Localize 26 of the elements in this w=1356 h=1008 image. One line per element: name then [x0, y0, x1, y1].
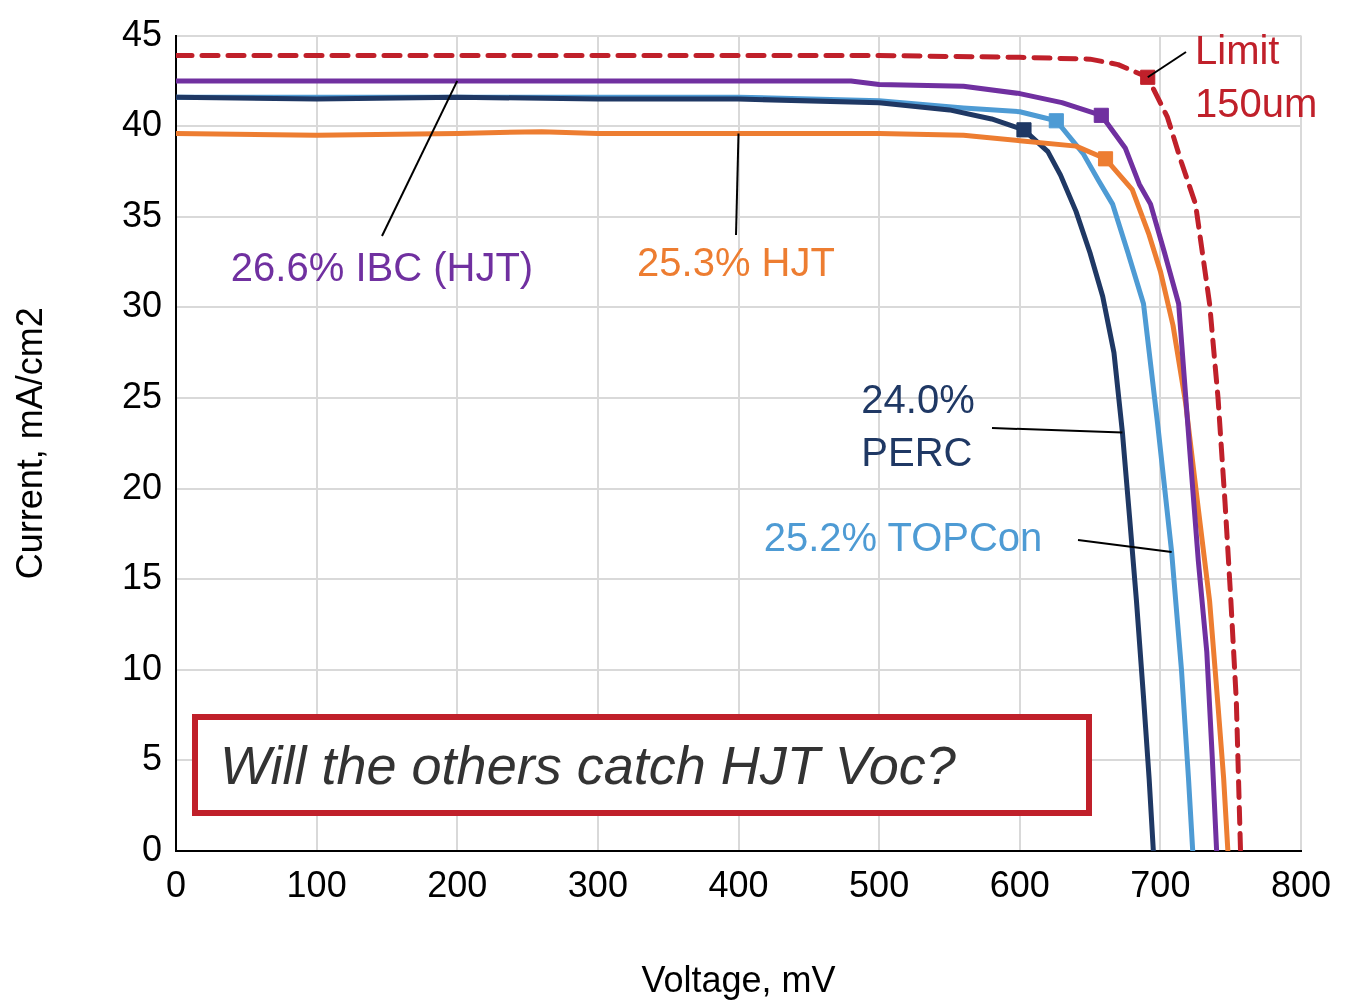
text: 24.0% PERC [861, 377, 975, 475]
y-tick-label: 40 [121, 103, 162, 145]
y-tick-label: 25 [121, 374, 162, 416]
x-tick-label: 200 [427, 863, 488, 905]
y-tick-label: 15 [121, 556, 162, 598]
y-tick-label: 20 [121, 465, 162, 507]
x-tick-label: 800 [1270, 863, 1332, 905]
text: 25.3% HJT [637, 240, 835, 285]
y-tick-label: 0 [141, 827, 162, 869]
y-tick-label: 35 [121, 193, 162, 235]
x-tick-label: 500 [849, 863, 910, 905]
x-tick-label: 100 [286, 863, 347, 905]
series-label: Limit 150um [1195, 28, 1318, 126]
y-tick-label: 45 [121, 12, 162, 54]
y-tick-label: 5 [141, 737, 162, 779]
x-tick-label: 300 [567, 863, 628, 905]
x-axis-title: Voltage, mV [641, 959, 836, 1001]
x-tick-label: 700 [1130, 863, 1191, 905]
annotation: Will the others catch HJT Voc? [192, 714, 1092, 816]
x-tick-label: 400 [708, 863, 769, 905]
text: 26.6% IBC (HJT) [230, 245, 534, 290]
y-tick-label: 30 [121, 284, 162, 326]
y-tick-label: 10 [121, 646, 162, 688]
x-tick-label: 600 [989, 863, 1050, 905]
y-axis-title: Current, mA/cm2 [8, 307, 50, 580]
text: 25.2% TOPCon [763, 515, 1043, 560]
